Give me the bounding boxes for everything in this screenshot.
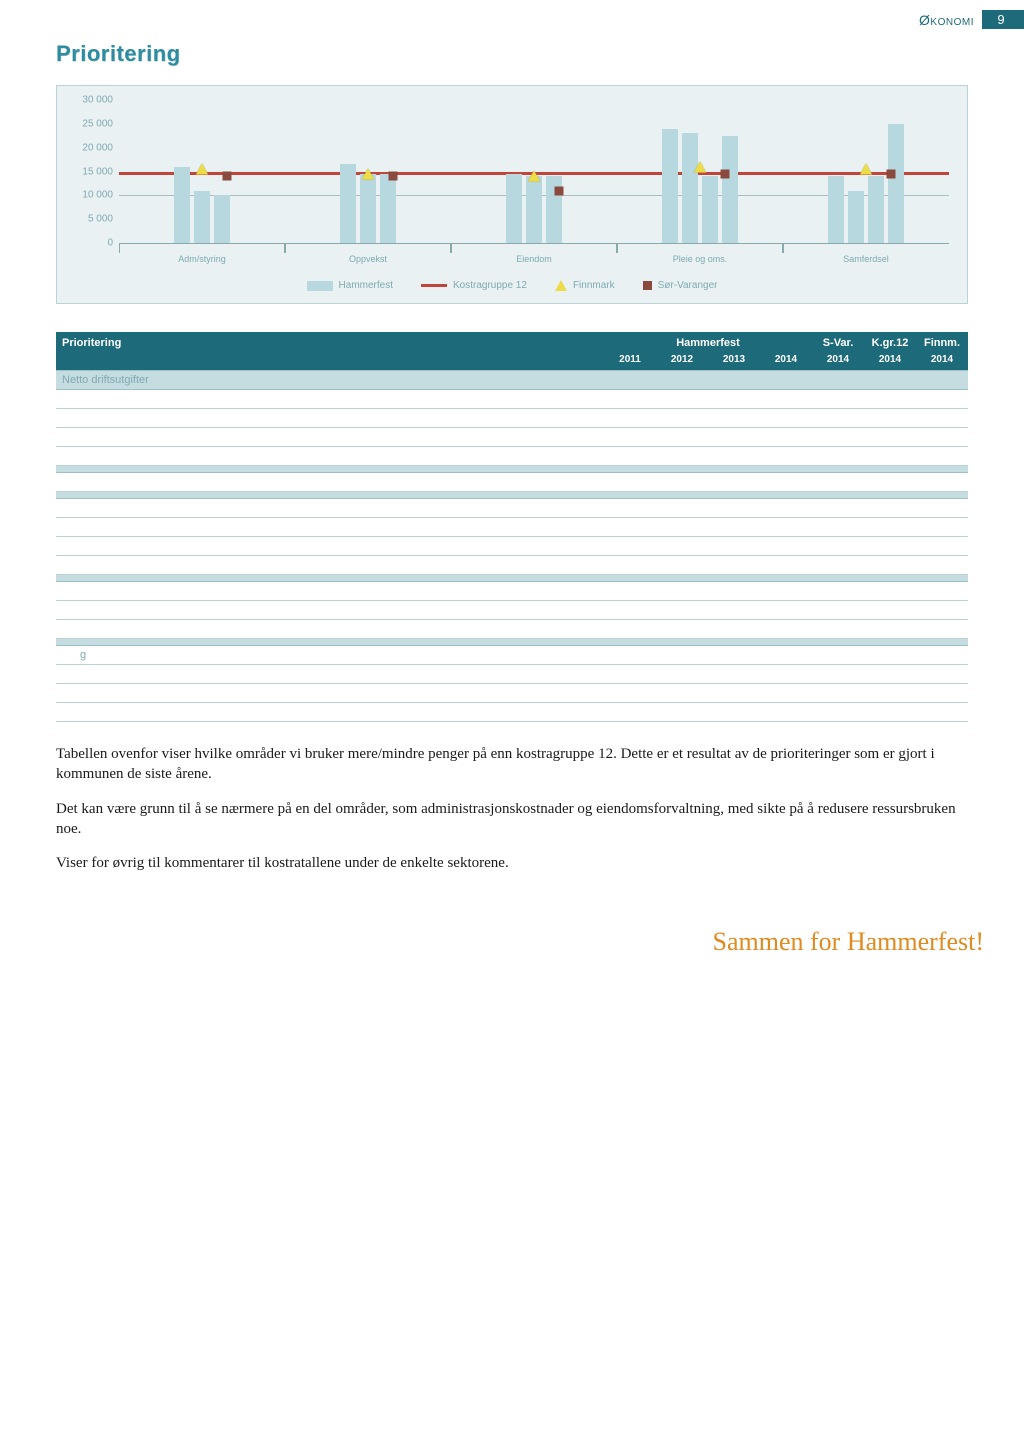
body-text: Tabellen ovenfor viser hvilke områder vi…: [56, 744, 968, 873]
square-marker: [886, 169, 895, 178]
chart-bar: [360, 174, 376, 243]
table-row: [56, 409, 968, 428]
col-finnm: Finnm.: [916, 332, 968, 354]
x-label: Pleie og oms.: [617, 248, 783, 270]
chart-bar: [174, 167, 190, 243]
paragraph: Det kan være grunn til å se nærmere på e…: [56, 799, 968, 840]
col-kgr12: K.gr.12: [864, 332, 916, 354]
x-label: Oppvekst: [285, 248, 451, 270]
col-svar: S-Var.: [812, 332, 864, 354]
chart-bar: [828, 176, 844, 243]
y-tick: 10 000: [65, 190, 113, 201]
priority-chart: 0 5 000 10 000 15 000 20 000 25 000 30 000 Adm/…: [56, 85, 968, 304]
triangle-marker: [196, 164, 208, 175]
table-row: [56, 473, 968, 492]
table-row: [56, 665, 968, 684]
square-marker: [222, 172, 231, 181]
triangle-marker: [528, 171, 540, 182]
x-label: Adm/styring: [119, 248, 285, 270]
chart-bar: [868, 176, 884, 243]
y-tick: 15 000: [65, 166, 113, 177]
square-marker: [720, 169, 729, 178]
priority-table: Prioritering Hammerfest S-Var. K.gr.12 F…: [56, 332, 968, 722]
chart-bar: [682, 133, 698, 243]
chart-bar: [662, 129, 678, 243]
table-row: [56, 582, 968, 601]
chart-bar: [506, 174, 522, 243]
paragraph: Viser for øvrig til kommentarer til kost…: [56, 853, 968, 873]
y-tick: 20 000: [65, 142, 113, 153]
y-tick: 5 000: [65, 214, 113, 225]
square-marker: [554, 186, 563, 195]
chart-bar: [526, 176, 542, 243]
table-row: [56, 499, 968, 518]
x-label: Eiendom: [451, 248, 617, 270]
table-row: [56, 684, 968, 703]
chart-bar: [340, 164, 356, 243]
footer-slogan: Sammen for Hammerfest!: [713, 927, 984, 956]
table-row: [56, 556, 968, 575]
table-section-header: Netto driftsutgifter: [56, 371, 968, 390]
chart-bar: [848, 191, 864, 243]
page-title: Prioritering: [56, 41, 968, 67]
page-number: 9: [982, 10, 1024, 29]
table-row: [56, 390, 968, 409]
chart-bar: [702, 176, 718, 243]
table-row: g: [56, 646, 968, 665]
square-marker: [388, 172, 397, 181]
table-group-hammerfest: Hammerfest: [604, 332, 812, 354]
chart-bar: [380, 174, 396, 243]
section-label: Økonomi: [919, 12, 974, 28]
x-label: Samferdsel: [783, 248, 949, 270]
page-header: Økonomi 9: [0, 0, 1024, 35]
table-section-header: [56, 466, 968, 473]
table-row: [56, 601, 968, 620]
table-row: [56, 620, 968, 639]
table-row: [56, 447, 968, 466]
chart-bar: [722, 136, 738, 243]
triangle-marker: [860, 164, 872, 175]
table-title: Prioritering: [56, 332, 604, 354]
chart-bar: [194, 191, 210, 243]
table-row: [56, 703, 968, 722]
table-row: [56, 428, 968, 447]
legend-item: Sør-Varanger: [643, 280, 718, 291]
chart-legend: Hammerfest Kostragruppe 12 Finnmark Sør-Var…: [65, 270, 959, 293]
triangle-marker: [362, 168, 374, 179]
legend-item: Kostragruppe 12: [421, 280, 527, 291]
paragraph: Tabellen ovenfor viser hvilke områder vi…: [56, 744, 968, 785]
table-row: [56, 518, 968, 537]
y-tick: 30 000: [65, 95, 113, 106]
table-section-header: [56, 492, 968, 499]
triangle-marker: [694, 161, 706, 172]
legend-item: Hammerfest: [307, 280, 393, 291]
legend-item: Finnmark: [555, 280, 615, 291]
chart-bar: [888, 124, 904, 243]
footer: Sammen for Hammerfest!: [0, 887, 1024, 977]
table-row: [56, 537, 968, 556]
y-tick: 0: [65, 238, 113, 249]
chart-bar: [214, 195, 230, 243]
y-tick: 25 000: [65, 118, 113, 129]
table-section-header: [56, 575, 968, 582]
table-section-header: [56, 639, 968, 646]
